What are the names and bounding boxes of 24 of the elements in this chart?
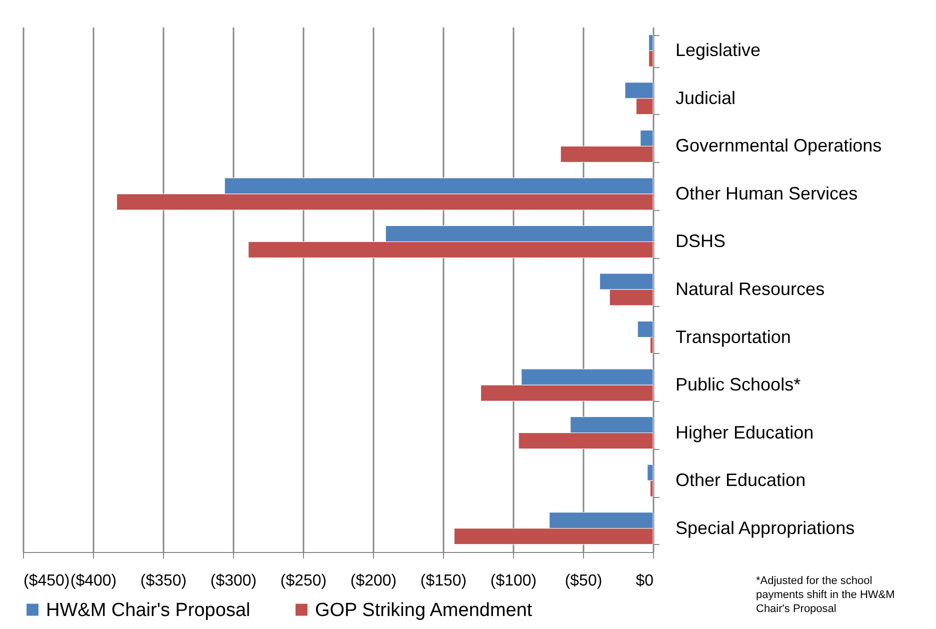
y-tick-label: Transportation [676, 326, 791, 347]
legend-label: GOP Striking Amendment [315, 600, 533, 621]
x-tick-label: ($300) [210, 572, 257, 590]
x-tick-label: ($200) [350, 572, 397, 590]
x-tick-label: ($100) [490, 572, 537, 590]
x-tick-label: ($50) [564, 572, 602, 590]
y-tick-label: Natural Resources [676, 279, 825, 299]
x-tick-label: ($450) [24, 572, 70, 590]
y-tick-label: Legislative [676, 40, 761, 60]
x-tick-label: ($250) [280, 572, 327, 590]
y-tick-label: Public Schools* [676, 374, 801, 395]
y-tick-label: Other Human Services [676, 183, 858, 204]
y-tick-label: Other Education [676, 470, 806, 490]
y-tick-label: Special Appropriations [676, 518, 855, 538]
x-tick-label: ($150) [420, 572, 467, 590]
y-tick-label: Judicial [676, 88, 736, 108]
x-tick-label: $0 [636, 572, 654, 590]
y-tick-label: DSHS [676, 231, 726, 252]
y-tick-label: Governmental Operations [676, 136, 882, 156]
y-tick-label: Higher Education [676, 422, 814, 442]
x-tick-label: ($350) [140, 572, 187, 590]
text: *Adjusted for the school payments shift in the HW&M Chair's Proposal [756, 575, 895, 615]
x-tick-label: ($400) [70, 572, 117, 590]
legend-label: HW&M Chair's Proposal [46, 600, 250, 621]
